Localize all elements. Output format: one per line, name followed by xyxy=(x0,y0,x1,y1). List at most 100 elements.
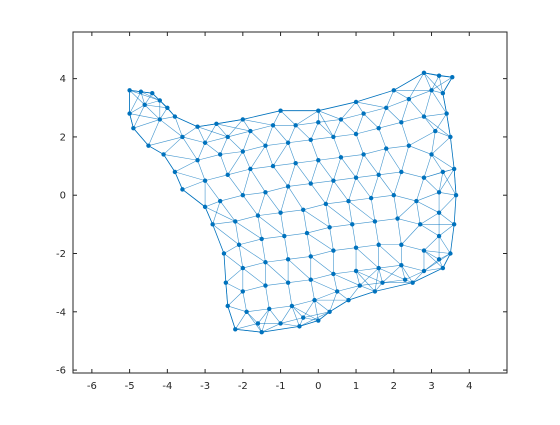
mesh-edge xyxy=(227,130,251,138)
mesh-edge xyxy=(269,305,292,310)
mesh-edge xyxy=(257,192,266,216)
mesh-edge xyxy=(261,235,285,240)
mesh-edge xyxy=(235,323,258,330)
data-point xyxy=(346,198,351,204)
mesh-edge xyxy=(378,128,387,149)
data-point xyxy=(146,143,151,148)
mesh-edge xyxy=(310,122,319,140)
mesh-edge xyxy=(340,119,357,135)
y-tick-label: -6 xyxy=(56,366,66,377)
data-point xyxy=(142,102,147,108)
mesh-edge xyxy=(212,200,221,225)
mesh-boundary-edge xyxy=(442,76,453,94)
mesh-edge xyxy=(288,279,311,283)
data-point xyxy=(157,98,162,103)
data-point xyxy=(195,124,200,129)
mesh-edge xyxy=(401,98,410,123)
mesh-edge xyxy=(401,171,425,179)
mesh-edge xyxy=(280,323,300,327)
data-point xyxy=(440,169,446,175)
mesh-edge xyxy=(329,224,353,228)
mesh-edge xyxy=(242,261,266,269)
data-point xyxy=(391,193,396,198)
mesh-edge xyxy=(250,124,274,132)
mesh-edge xyxy=(325,180,334,205)
data-point xyxy=(406,143,412,148)
mesh-edge xyxy=(310,183,327,205)
mesh-edge xyxy=(348,200,376,222)
data-point xyxy=(414,198,419,204)
mesh-edge xyxy=(385,148,402,173)
mesh-edge xyxy=(310,279,315,301)
data-point xyxy=(372,219,378,224)
mesh-edge xyxy=(303,311,330,318)
mesh-edge xyxy=(423,90,432,117)
mesh-edge xyxy=(442,171,457,196)
mesh-edge xyxy=(351,224,357,248)
mesh-boundary-edge xyxy=(261,325,300,333)
mesh-boundary-edge xyxy=(449,136,455,170)
mesh-edge xyxy=(265,262,289,283)
mesh-edge xyxy=(272,110,281,126)
mesh-edge xyxy=(242,151,251,170)
data-point xyxy=(202,178,208,183)
mesh-edge xyxy=(363,148,387,155)
mesh-edge xyxy=(295,122,319,126)
mesh-edge xyxy=(438,168,455,193)
mesh-edge xyxy=(144,104,168,109)
mesh-edge xyxy=(420,212,440,225)
mesh-edge xyxy=(219,200,236,222)
data-point xyxy=(331,178,336,183)
mesh-edge xyxy=(359,282,383,286)
mesh-edge xyxy=(227,291,244,307)
mesh-boundary-edge xyxy=(129,113,134,129)
data-point xyxy=(225,303,230,309)
data-point xyxy=(450,74,455,80)
mesh-edge xyxy=(363,154,379,175)
mesh-edge xyxy=(340,157,357,178)
data-point xyxy=(285,140,291,145)
data-point xyxy=(225,134,230,140)
data-point xyxy=(297,324,302,329)
data-point xyxy=(127,88,132,93)
data-point xyxy=(421,248,427,253)
data-point xyxy=(131,125,136,131)
mesh-boundary-edge xyxy=(216,119,243,125)
mesh-edge xyxy=(333,247,357,251)
data-point xyxy=(444,111,449,116)
mesh-edge xyxy=(303,203,326,211)
mesh-edge xyxy=(257,308,270,324)
mesh-edge xyxy=(325,200,349,205)
data-point xyxy=(233,327,238,332)
data-point xyxy=(236,242,242,247)
data-point xyxy=(353,245,359,250)
mesh-edge xyxy=(242,168,251,196)
mesh-edge xyxy=(257,215,262,239)
data-point xyxy=(263,190,268,195)
data-point xyxy=(210,222,215,227)
data-point xyxy=(301,315,306,320)
data-point xyxy=(376,125,381,131)
mesh-edge xyxy=(197,154,221,161)
data-point xyxy=(436,190,442,195)
mesh-edge xyxy=(197,160,206,181)
mesh-edge xyxy=(310,279,338,292)
mesh-boundary-edge xyxy=(442,253,451,269)
data-point xyxy=(289,303,295,309)
data-point xyxy=(285,280,291,285)
mesh-edge xyxy=(204,206,236,222)
mesh-edge xyxy=(333,273,338,292)
mesh-edge xyxy=(423,250,440,260)
mesh-edge xyxy=(401,244,425,251)
mesh-edge xyxy=(314,299,330,313)
mesh-edge xyxy=(423,177,440,193)
mesh-edge xyxy=(159,107,168,120)
mesh-edge xyxy=(227,151,244,175)
data-point xyxy=(353,99,359,105)
mesh-edge xyxy=(401,264,425,272)
mesh-edge xyxy=(416,200,421,225)
data-point xyxy=(195,158,200,163)
x-tick-label: 3 xyxy=(428,381,434,392)
data-point xyxy=(357,283,363,288)
